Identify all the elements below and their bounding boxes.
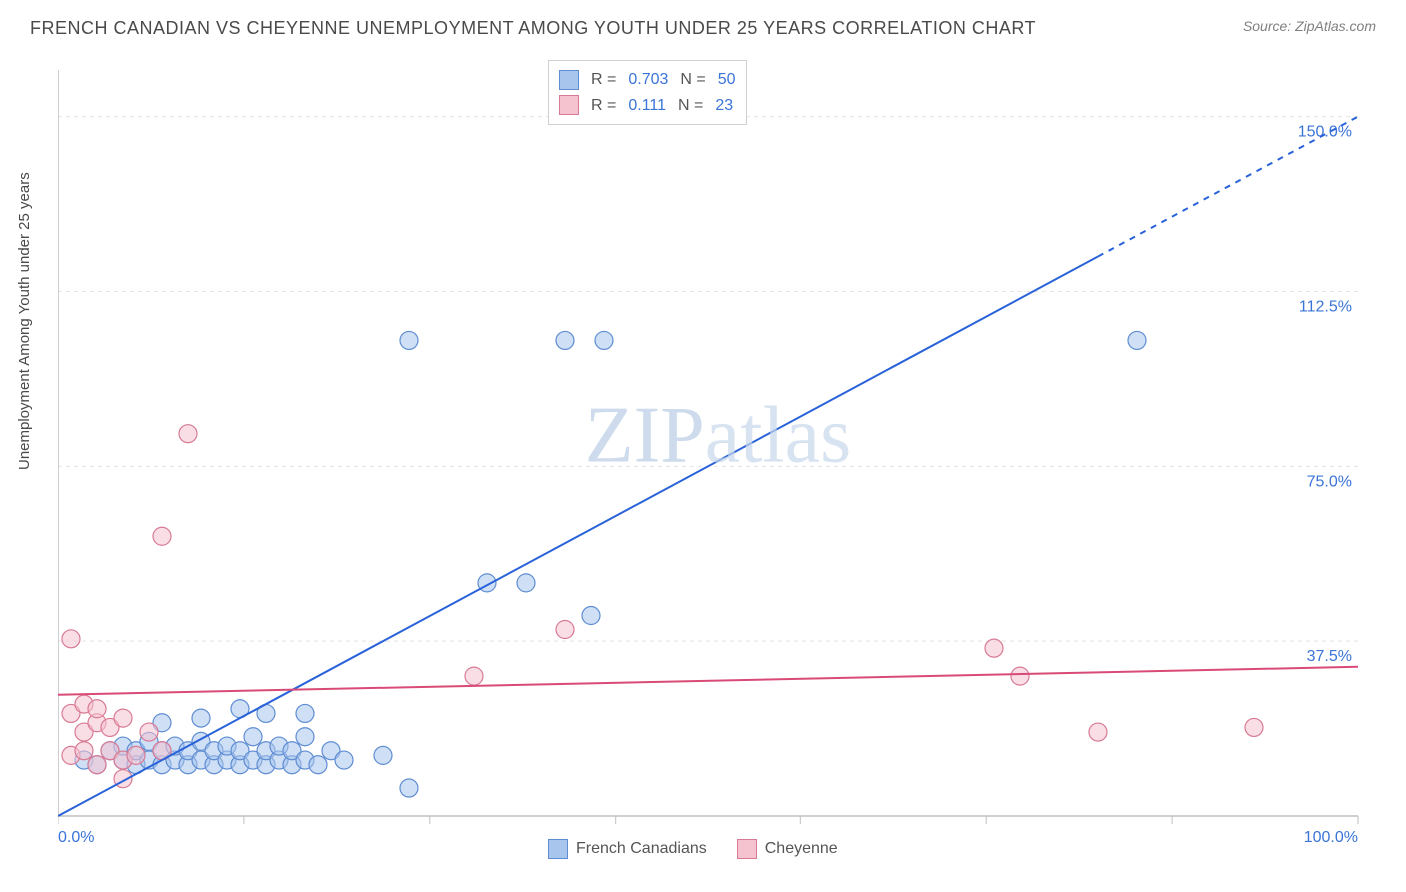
- label-r: R =: [591, 67, 616, 93]
- value-r-2: 0.111: [628, 93, 666, 119]
- series-legend: French Canadians Cheyenne: [548, 839, 838, 859]
- svg-text:100.0%: 100.0%: [1304, 829, 1358, 846]
- label-n: N =: [678, 93, 703, 119]
- swatch-series-2: [559, 95, 579, 115]
- correlation-legend: R = 0.703 N = 50 R = 0.111 N = 23: [548, 60, 747, 125]
- svg-text:75.0%: 75.0%: [1307, 473, 1352, 490]
- svg-text:37.5%: 37.5%: [1307, 648, 1352, 665]
- legend-item-1: French Canadians: [548, 839, 707, 859]
- legend-label-1: French Canadians: [576, 840, 707, 858]
- swatch-series-1-icon: [548, 839, 568, 859]
- label-r: R =: [591, 93, 616, 119]
- y-axis-label: Unemployment Among Youth under 25 years: [16, 172, 33, 470]
- swatch-series-1: [559, 70, 579, 90]
- legend-item-2: Cheyenne: [737, 839, 838, 859]
- correlation-row-2: R = 0.111 N = 23: [559, 93, 736, 119]
- value-n-2: 23: [715, 93, 733, 119]
- value-n-1: 50: [718, 67, 736, 93]
- value-r-1: 0.703: [628, 67, 668, 93]
- swatch-series-2-icon: [737, 839, 757, 859]
- correlation-row-1: R = 0.703 N = 50: [559, 67, 736, 93]
- svg-text:150.0%: 150.0%: [1298, 124, 1352, 141]
- chart-area: 37.5%75.0%112.5%150.0%0.0%100.0% ZIPatla…: [58, 60, 1378, 830]
- label-n: N =: [680, 67, 705, 93]
- chart-source: Source: ZipAtlas.com: [1243, 18, 1376, 34]
- chart-title: FRENCH CANADIAN VS CHEYENNE UNEMPLOYMENT…: [30, 18, 1036, 39]
- svg-text:112.5%: 112.5%: [1299, 298, 1352, 315]
- legend-label-2: Cheyenne: [765, 840, 838, 858]
- svg-text:0.0%: 0.0%: [58, 829, 94, 846]
- scatter-chart: 37.5% 75.0% 112.5% 150.0% 0.0% 100.0%: [58, 60, 1378, 860]
